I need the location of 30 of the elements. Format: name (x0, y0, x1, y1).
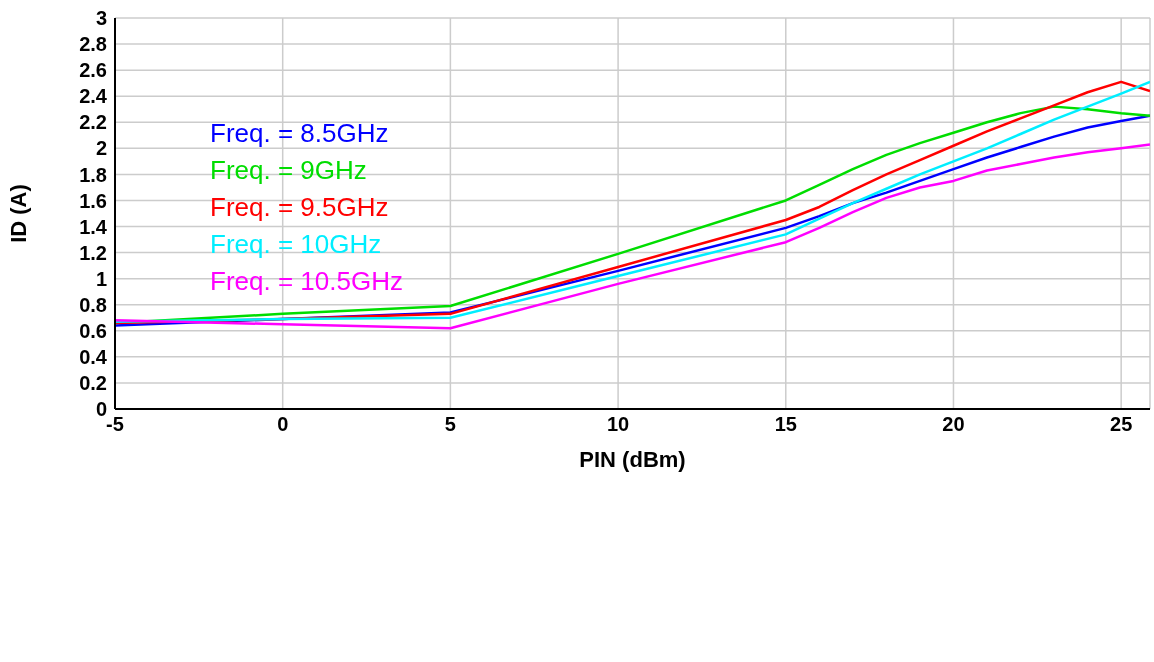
y-tick-label: 1 (95, 267, 107, 290)
y-axis-title: ID (A) (5, 184, 31, 243)
x-tick-label: 20 (942, 413, 965, 436)
y-tick-label: 2.4 (79, 85, 108, 108)
y-tick-label: 0.8 (79, 293, 107, 316)
x-tick-label: 0 (277, 413, 289, 436)
y-tick-label: 0.2 (79, 372, 107, 395)
y-tick-label: 0 (95, 398, 107, 421)
text: Freq. = 8.5GHz (210, 117, 390, 150)
y-tick-label: 1.6 (79, 189, 107, 212)
y-tick-label: 0.4 (79, 345, 108, 368)
y-tick-label: 2.2 (79, 111, 107, 134)
x-tick-label: 25 (1110, 413, 1133, 436)
y-tick-label: 0.6 (79, 319, 107, 342)
x-tick-label: 15 (774, 413, 797, 436)
text: Freq. = 10GHz (210, 228, 383, 261)
x-axis-title: PIN (dBm) (579, 447, 686, 472)
y-tick-label: 2 (95, 137, 107, 160)
text: Freq. = 9GHz (210, 154, 368, 187)
y-tick-label: 1.4 (79, 215, 108, 238)
y-tick-label: 2.8 (79, 33, 107, 56)
y-tick-label: 3 (95, 7, 107, 30)
x-tick-label: -5 (106, 413, 124, 436)
y-tick-label: 2.6 (79, 59, 107, 82)
series-label: Freq. = 10.5GHz (210, 265, 403, 298)
x-tick-label: 5 (444, 413, 456, 436)
y-tick-label: 1.2 (79, 241, 107, 264)
y-tick-label: 1.8 (79, 163, 107, 186)
x-tick-label: 10 (606, 413, 630, 436)
text: Freq. = 9.5GHz (210, 191, 390, 224)
